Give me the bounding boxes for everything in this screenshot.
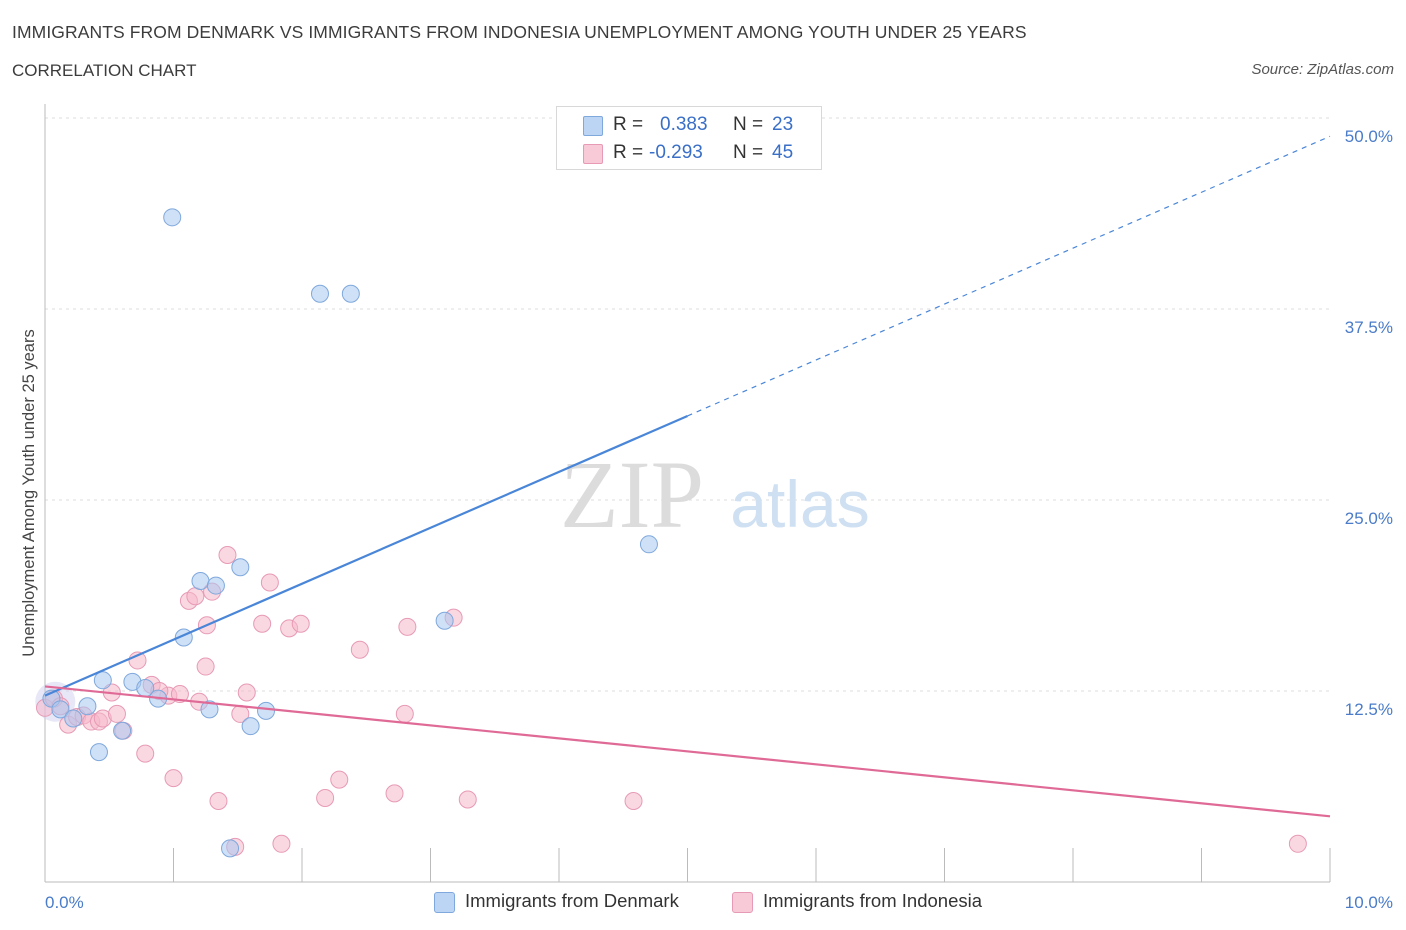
indonesia-point	[624, 792, 643, 811]
indonesia-point	[237, 683, 256, 702]
chart-subtitle: CORRELATION CHART	[12, 61, 197, 80]
y-axis-label: Unemployment Among Youth under 25 years	[20, 329, 38, 656]
denmark-point	[231, 558, 250, 577]
denmark-point	[163, 208, 182, 227]
x-tick-label: 10.0%	[1345, 893, 1393, 912]
indonesia-point	[186, 587, 205, 606]
denmark-point	[64, 709, 83, 728]
chart-title: IMMIGRANTS FROM DENMARK VS IMMIGRANTS FR…	[12, 22, 1027, 42]
indonesia-point	[1288, 834, 1307, 853]
bottom-legend-swatch-indonesia	[732, 892, 753, 913]
source-label: Source: ZipAtlas.com	[1251, 61, 1394, 78]
legend-r-label: R =	[613, 114, 644, 135]
indonesia-point	[395, 704, 414, 723]
indonesia-point	[398, 617, 417, 636]
legend-swatch-indonesia	[583, 144, 603, 164]
indonesia-point	[170, 685, 189, 704]
legend-n-value: 45	[772, 142, 794, 163]
watermark-zip: ZIP	[560, 441, 704, 548]
denmark-point	[241, 717, 260, 736]
denmark-point	[257, 701, 276, 720]
indonesia-point	[316, 788, 335, 807]
y-tick-label: 37.5%	[1345, 318, 1393, 337]
denmark-trend-line	[44, 414, 688, 697]
indonesia-point	[458, 790, 477, 809]
legend-n-value: 23	[772, 114, 794, 135]
indonesia-point	[218, 546, 237, 565]
indonesia-point	[330, 770, 349, 789]
x-tick-label: 0.0%	[45, 893, 84, 912]
legend-n-label: N =	[733, 142, 764, 163]
denmark-point	[191, 571, 210, 590]
bottom-legend-swatch-denmark	[434, 892, 455, 913]
y-tick-label: 25.0%	[1345, 509, 1393, 528]
denmark-trend-extension	[687, 135, 1331, 417]
indonesia-point	[291, 614, 310, 633]
indonesia-point	[107, 704, 126, 723]
indonesia-point	[164, 769, 183, 788]
denmark-point	[206, 576, 225, 595]
y-tick-label: 12.5%	[1345, 700, 1393, 719]
indonesia-trend-line	[44, 685, 1331, 818]
indonesia-point	[272, 834, 291, 853]
axes	[44, 104, 1331, 883]
denmark-point	[89, 743, 108, 762]
legend-r-value: 0.383	[660, 114, 708, 135]
denmark-point	[341, 284, 360, 303]
denmark-point	[639, 535, 658, 554]
legend-n-label: N =	[733, 114, 764, 135]
denmark-point	[51, 700, 70, 719]
denmark-point	[221, 839, 240, 858]
indonesia-point	[385, 784, 404, 803]
correlation-legend: R = 0.383 N = 23 R = -0.293 N = 45	[556, 106, 822, 170]
denmark-point	[310, 284, 329, 303]
denmark-point	[200, 700, 219, 719]
indonesia-point	[350, 640, 369, 659]
bottom-legend-label: Immigrants from Indonesia	[763, 890, 983, 911]
denmark-point	[435, 611, 454, 630]
indonesia-point	[136, 744, 155, 763]
denmark-point	[93, 671, 112, 690]
watermark-atlas: atlas	[730, 467, 869, 541]
denmark-point	[78, 697, 97, 716]
denmark-point	[113, 721, 132, 740]
legend-swatch-denmark	[583, 116, 603, 136]
y-tick-label: 50.0%	[1345, 127, 1393, 146]
gridlines	[45, 117, 1330, 692]
indonesia-point	[260, 573, 279, 592]
legend-r-value: -0.293	[649, 142, 703, 163]
watermark: ZIP atlas	[560, 441, 870, 548]
indonesia-point	[196, 657, 215, 676]
indonesia-point	[253, 614, 272, 633]
bottom-legend-label: Immigrants from Denmark	[465, 890, 679, 911]
legend-r-label: R =	[613, 142, 644, 163]
indonesia-point	[209, 792, 228, 811]
